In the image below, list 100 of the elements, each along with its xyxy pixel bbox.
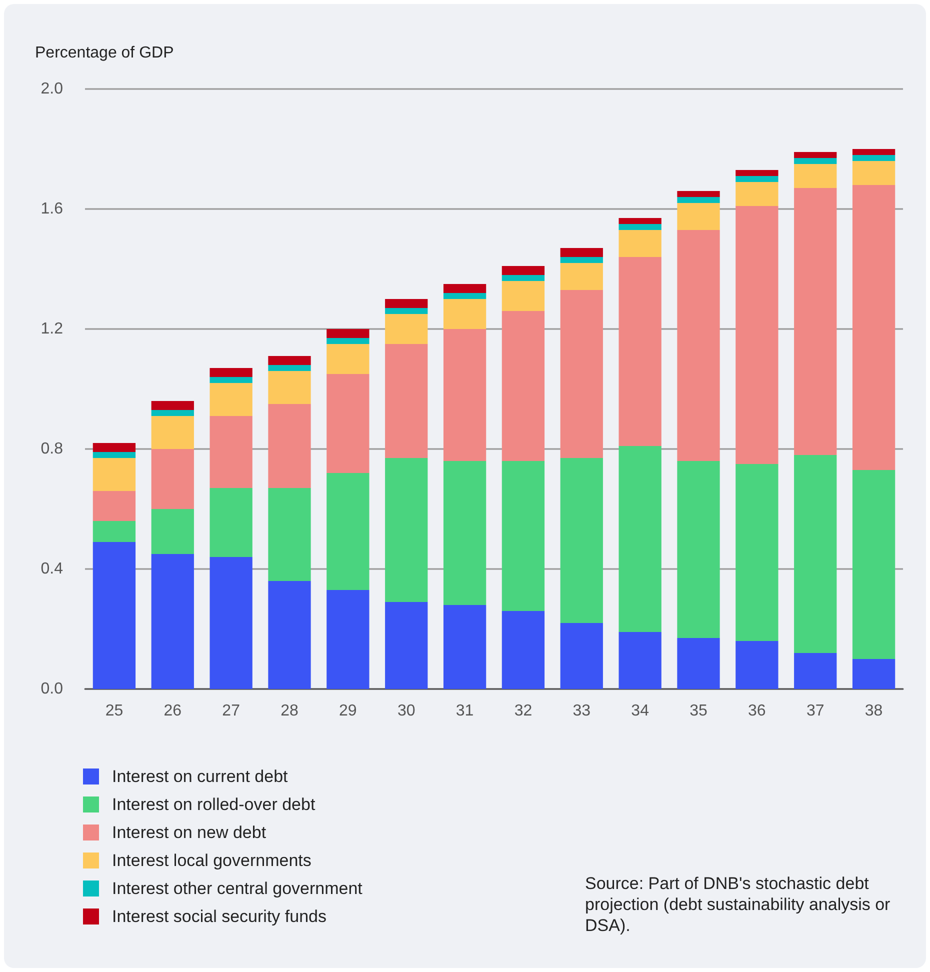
bar	[92, 443, 136, 452]
y-tick-label: 1.2	[40, 320, 64, 338]
bar	[560, 458, 603, 623]
bar	[502, 461, 545, 611]
bar	[443, 284, 486, 293]
x-tick-label: 25	[105, 702, 124, 720]
bar	[502, 611, 545, 689]
bar	[151, 401, 194, 410]
legend-label: Interest on rolled-over debt	[112, 795, 316, 814]
bar	[794, 653, 837, 689]
bar	[326, 338, 370, 344]
bar	[210, 557, 252, 689]
bar	[326, 374, 370, 473]
bar	[151, 416, 194, 449]
bar	[560, 248, 603, 257]
bar	[326, 473, 370, 590]
bar	[92, 491, 136, 521]
bar	[210, 488, 252, 557]
x-tick-label: 35	[690, 702, 708, 720]
legend-label: Interest other central government	[112, 879, 363, 898]
bar	[852, 149, 896, 155]
bar	[677, 203, 720, 230]
bar	[268, 488, 311, 581]
bar	[210, 377, 252, 383]
y-tick-label: 0.8	[40, 440, 64, 458]
x-tick-label: 30	[397, 702, 416, 720]
bar	[560, 263, 603, 290]
x-tick-label: 37	[806, 702, 824, 720]
bar	[794, 158, 837, 164]
bar	[852, 155, 896, 161]
bar	[385, 314, 428, 344]
bar	[268, 371, 311, 404]
x-tick-label: 28	[280, 702, 298, 720]
bar	[151, 509, 194, 554]
bar	[92, 521, 136, 542]
bar	[385, 344, 428, 458]
bar	[618, 224, 662, 230]
x-tick-label: 34	[631, 702, 650, 720]
bar	[326, 344, 370, 374]
bar	[852, 470, 896, 659]
bar	[618, 257, 662, 446]
bar	[443, 293, 486, 299]
bar	[502, 266, 545, 275]
x-tick-label: 32	[514, 702, 532, 720]
bar	[736, 176, 778, 182]
bar	[443, 461, 486, 605]
bar	[268, 365, 311, 371]
bar	[92, 542, 136, 689]
x-tick-label: 31	[456, 702, 474, 720]
bar	[677, 197, 720, 203]
bar	[151, 410, 194, 416]
bar	[560, 257, 603, 263]
legend-label: Interest on current debt	[112, 767, 288, 786]
bar	[385, 308, 428, 314]
y-tick-label: 1.6	[40, 200, 64, 218]
bar	[852, 185, 896, 470]
bar	[677, 191, 720, 197]
bar	[443, 329, 486, 461]
y-tick-label: 0.0	[40, 680, 64, 698]
bar	[210, 368, 252, 377]
bar	[92, 452, 136, 458]
bar	[326, 329, 370, 338]
bar	[560, 623, 603, 689]
bar	[268, 404, 311, 488]
bar	[736, 170, 778, 176]
y-tick-label: 0.4	[40, 560, 64, 578]
bar	[326, 590, 370, 689]
bar	[502, 275, 545, 281]
bar	[618, 218, 662, 224]
x-tick-label: 36	[748, 702, 766, 720]
x-tick-label: 29	[339, 702, 357, 720]
bar	[794, 164, 837, 188]
bar	[268, 356, 311, 365]
bar	[502, 281, 545, 311]
bar	[385, 602, 428, 689]
legend-label: Interest social security funds	[112, 907, 326, 926]
source-note: Source: Part of DNB's stochastic debt projection (debt sustainability analysis or DSA).	[585, 874, 895, 935]
x-tick-label: 27	[222, 702, 240, 720]
bar	[268, 581, 311, 689]
bar	[443, 605, 486, 689]
bar	[736, 182, 778, 206]
bar	[443, 299, 486, 329]
x-tick-label: 38	[864, 702, 883, 720]
bar	[560, 290, 603, 458]
bar	[92, 458, 136, 491]
x-tick-label: 26	[164, 702, 182, 720]
bar	[736, 464, 778, 641]
bar	[794, 455, 837, 653]
bar	[618, 230, 662, 257]
bar	[736, 641, 778, 689]
bar	[210, 416, 252, 488]
y-axis-title: Percentage of GDP	[35, 44, 174, 62]
bar	[151, 554, 194, 689]
x-tick-label: 33	[572, 702, 591, 720]
bar	[852, 659, 896, 689]
bar	[794, 188, 837, 455]
y-tick-label: 2.0	[40, 80, 64, 98]
bar	[677, 230, 720, 461]
bar	[677, 638, 720, 689]
bar	[852, 161, 896, 185]
